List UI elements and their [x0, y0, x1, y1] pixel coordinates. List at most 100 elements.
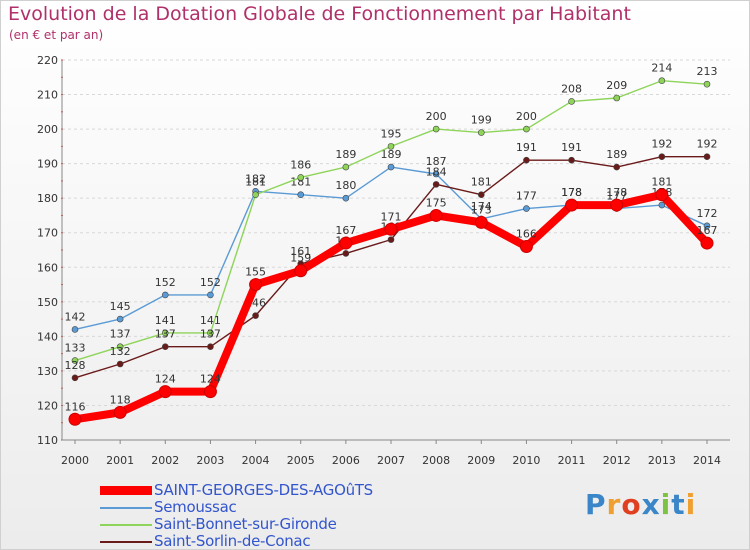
- data-point: [161, 343, 169, 351]
- data-label: 137: [155, 328, 176, 341]
- data-label: 132: [110, 345, 131, 358]
- data-label: 124: [200, 373, 221, 386]
- legend-swatch: [100, 507, 152, 509]
- data-point: [116, 315, 124, 323]
- data-label: 191: [561, 141, 582, 154]
- x-tick-label: 2013: [648, 454, 676, 467]
- data-point: [113, 405, 127, 419]
- y-tick-label: 120: [37, 399, 58, 412]
- y-tick-label: 180: [37, 192, 58, 205]
- legend-swatch: [100, 486, 152, 495]
- x-tick-label: 2014: [693, 454, 721, 467]
- data-point: [658, 201, 666, 209]
- proxiti-logo: Proxiti: [585, 488, 697, 521]
- data-point: [703, 222, 711, 230]
- data-point: [700, 236, 714, 250]
- x-tick-label: 2008: [422, 454, 450, 467]
- data-point: [384, 222, 398, 236]
- y-tick-label: 220: [37, 54, 58, 67]
- data-label: 189: [335, 148, 356, 161]
- data-point: [387, 163, 395, 171]
- data-point: [429, 208, 443, 222]
- data-label: 159: [290, 252, 311, 265]
- data-point: [432, 181, 440, 188]
- legend-label: Saint-Sorlin-de-Conac: [154, 532, 311, 550]
- data-label: 152: [200, 276, 221, 289]
- data-label: 178: [561, 186, 582, 199]
- data-point: [71, 357, 79, 364]
- data-point: [519, 240, 533, 254]
- x-tick-label: 2005: [287, 454, 315, 467]
- data-point: [477, 191, 485, 199]
- data-point: [610, 198, 624, 212]
- data-point: [203, 385, 217, 399]
- data-point: [613, 94, 621, 102]
- data-label: 199: [471, 114, 492, 127]
- data-point: [568, 156, 575, 164]
- legend-swatch: [100, 541, 152, 543]
- data-label: 208: [561, 82, 582, 95]
- data-label: 181: [245, 176, 266, 189]
- data-point: [613, 163, 621, 171]
- data-label: 124: [155, 373, 176, 386]
- data-label: 171: [381, 210, 402, 223]
- data-point: [565, 198, 579, 212]
- data-point: [207, 291, 214, 299]
- data-point: [297, 174, 305, 181]
- y-tick-label: 200: [37, 123, 58, 136]
- data-label: 213: [697, 65, 718, 78]
- data-label: 116: [65, 400, 86, 413]
- data-point: [387, 236, 395, 243]
- data-label: 128: [65, 359, 86, 372]
- data-label: 195: [381, 127, 402, 140]
- data-point: [477, 129, 485, 136]
- y-tick-label: 190: [37, 158, 58, 171]
- y-tick-label: 150: [37, 296, 58, 309]
- data-point: [523, 205, 530, 212]
- data-point: [703, 153, 711, 161]
- data-point: [249, 278, 263, 292]
- data-label: 181: [471, 176, 492, 189]
- y-tick-label: 130: [37, 365, 58, 378]
- x-tick-label: 2007: [377, 454, 405, 467]
- data-label: 200: [516, 110, 537, 123]
- chart-title: Evolution de la Dotation Globale de Fonc…: [8, 3, 631, 25]
- data-point: [703, 80, 711, 88]
- data-label: 118: [110, 393, 131, 406]
- data-point: [158, 385, 172, 399]
- data-point: [161, 329, 169, 337]
- data-label: 133: [65, 342, 86, 355]
- data-point: [339, 236, 353, 250]
- data-point: [342, 163, 350, 171]
- data-label: 175: [426, 196, 447, 209]
- data-label: 189: [606, 148, 627, 161]
- data-point: [658, 77, 666, 85]
- data-point: [116, 343, 124, 351]
- y-tick-label: 110: [37, 434, 58, 447]
- data-point: [342, 250, 350, 257]
- data-label: 192: [651, 138, 672, 151]
- line-chart: 110 120 130 140 150 160 170 180 190 200 210 220 2000…: [37, 54, 730, 467]
- x-tick-label: 2000: [61, 454, 89, 467]
- data-point: [474, 215, 488, 229]
- y-tick-label: 140: [37, 330, 58, 343]
- data-point: [207, 343, 214, 351]
- x-tick-label: 2009: [467, 454, 495, 467]
- data-label: 189: [381, 148, 402, 161]
- data-label: 155: [245, 266, 266, 279]
- data-label: 191: [516, 141, 537, 154]
- data-point: [432, 170, 440, 178]
- data-point: [523, 125, 530, 133]
- y-tick-label: 170: [37, 227, 58, 240]
- x-tick-label: 2010: [512, 454, 540, 467]
- data-point: [71, 326, 79, 333]
- x-tick-label: 2001: [106, 454, 134, 467]
- data-label: 182: [245, 172, 266, 185]
- y-tick-label: 210: [37, 89, 58, 102]
- data-label: 145: [110, 300, 131, 313]
- x-tick-label: 2006: [332, 454, 360, 467]
- data-label: 180: [335, 179, 356, 192]
- x-tick-label: 2012: [603, 454, 631, 467]
- data-label: 178: [606, 186, 627, 199]
